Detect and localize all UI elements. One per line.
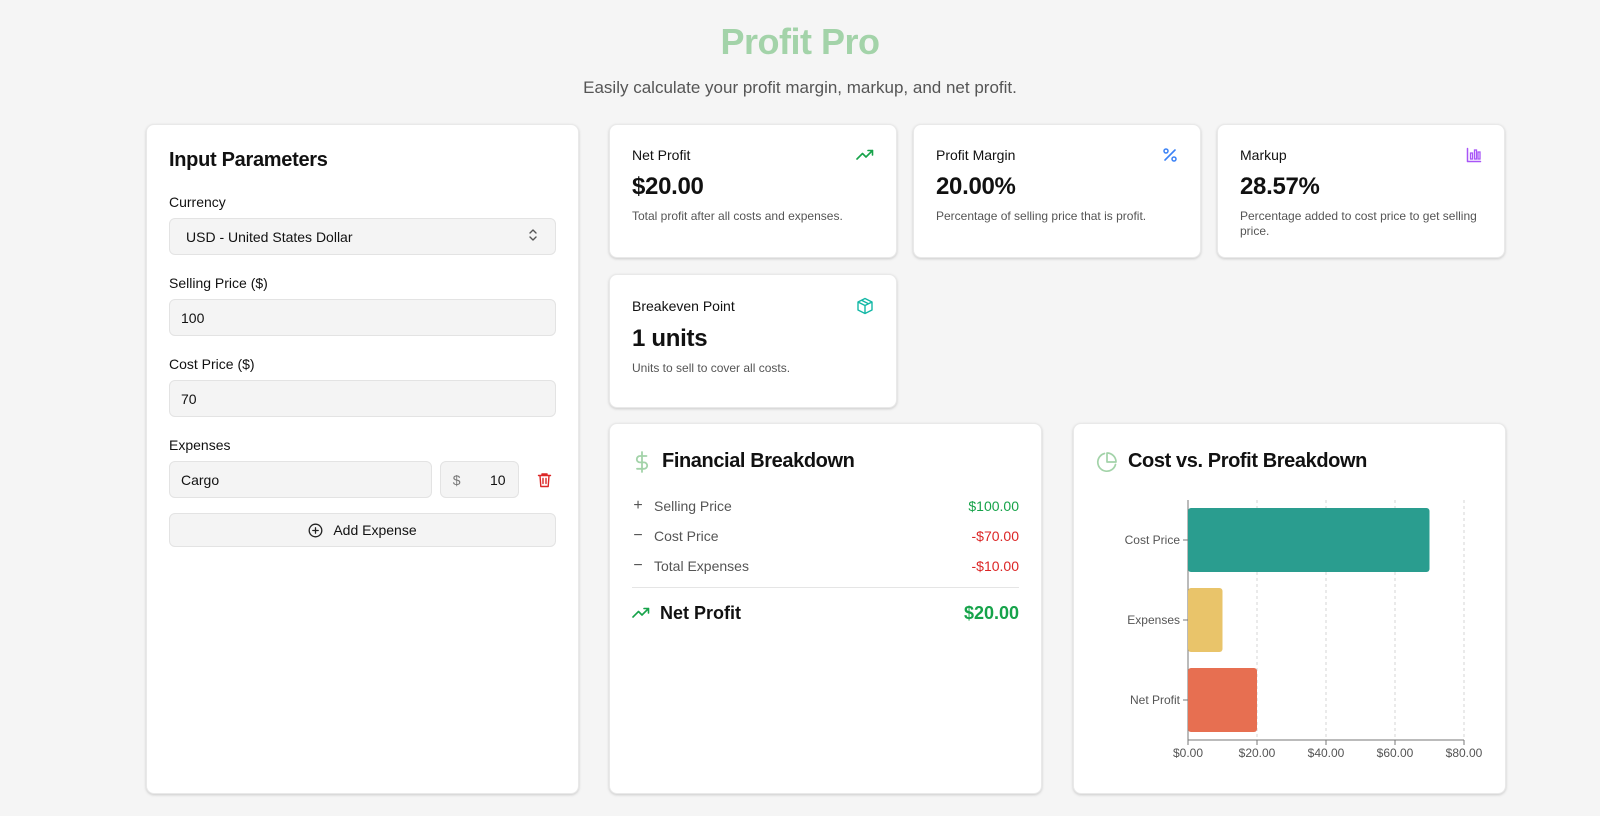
breakeven-value: 1 units [632, 325, 708, 352]
expense-amount-value: 10 [489, 471, 506, 488]
bar-net-profit [1188, 668, 1257, 732]
financial-breakdown-card: Financial Breakdown + Selling Price $100.… [609, 423, 1042, 794]
bar-expenses [1188, 588, 1223, 652]
bar-chart: $0.00 $20.00 $40.00 $60.00 $80.00 Cost Price E… [1125, 500, 1483, 760]
plus-icon: + [633, 497, 643, 514]
expense-amount-input[interactable]: $ 10 [439, 461, 519, 498]
profit-margin-value: 20.00% [936, 173, 1016, 200]
profit-margin-card: Profit Margin 20.00% Percentage of selli… [913, 124, 1201, 258]
package-icon [857, 297, 873, 315]
page-header: Profit Pro Easily calculate your profit … [0, 20, 1600, 98]
net-profit-desc: Total profit after all costs and expense… [632, 209, 843, 223]
input-parameters-title: Input Parameters [169, 149, 328, 171]
breakeven-card: Breakeven Point 1 units Units to sell to… [609, 274, 897, 408]
trash-icon [537, 472, 551, 487]
add-expense-label: Add Expense [333, 522, 417, 538]
profit-margin-label: Profit Margin [936, 147, 1016, 163]
dollar-sign-icon [635, 450, 649, 473]
expense-name-input[interactable]: Cargo [169, 461, 432, 498]
currency-label: Currency [169, 194, 226, 210]
cost-price-input[interactable]: 70 [169, 380, 556, 417]
x-tick-label: $60.00 [1377, 746, 1414, 760]
net-profit-value: $20.00 [632, 173, 704, 200]
trending-up-icon [632, 607, 650, 618]
net-profit-card: Net Profit $20.00 Total profit after all… [609, 124, 897, 258]
breakdown-row-value: -$70.00 [971, 528, 1019, 544]
plus-circle-icon [308, 523, 323, 537]
markup-card: Markup 28.57% Percentage added to cost p… [1217, 124, 1505, 258]
breakdown-row-selling-price: + Selling Price $100.00 [632, 491, 1019, 521]
markup-value: 28.57% [1240, 173, 1320, 200]
expense-row: Cargo $ 10 [169, 461, 556, 498]
financial-breakdown-title: Financial Breakdown [662, 450, 855, 472]
currency-select[interactable]: USD - United States Dollar [169, 218, 556, 255]
selling-price-value: 100 [181, 309, 205, 326]
cost-price-value: 70 [181, 390, 197, 407]
breakdown-row-total-expenses: − Total Expenses -$10.00 [632, 551, 1019, 581]
chart-title: Cost vs. Profit Breakdown [1128, 450, 1367, 472]
x-tick-label: $80.00 [1446, 746, 1483, 760]
selling-price-input[interactable]: 100 [169, 299, 556, 336]
bar-chart-icon [1466, 147, 1482, 163]
markup-desc: Percentage added to cost price to get se… [1240, 209, 1477, 238]
minus-icon: − [633, 527, 643, 544]
breakeven-label: Breakeven Point [632, 298, 735, 314]
x-tick-label: $40.00 [1308, 746, 1345, 760]
chevron-up-down-icon [527, 228, 539, 245]
y-tick-label: Expenses [1127, 613, 1180, 627]
app-title: Profit Pro [720, 21, 880, 62]
breakdown-total-value: $20.00 [963, 602, 1019, 623]
breakdown-row-label: Cost Price [654, 528, 719, 544]
y-tick-label: Net Profit [1130, 693, 1181, 707]
app-subtitle: Easily calculate your profit margin, mar… [583, 78, 1017, 97]
breakdown-row-cost-price: − Cost Price -$70.00 [632, 521, 1019, 551]
net-profit-label: Net Profit [632, 147, 691, 163]
breakdown-row-label: Total Expenses [654, 558, 749, 574]
breakdown-row-value: -$10.00 [971, 558, 1019, 574]
profit-margin-desc: Percentage of selling price that is prof… [936, 209, 1147, 223]
y-tick-label: Cost Price [1125, 533, 1181, 547]
expenses-label: Expenses [169, 437, 231, 453]
add-expense-button[interactable]: Add Expense [169, 513, 556, 547]
percent-icon [1163, 148, 1177, 162]
trending-up-icon [856, 149, 874, 160]
input-parameters-card: Input Parameters Currency USD - United S… [146, 124, 579, 794]
cost-price-label: Cost Price ($) [169, 356, 255, 372]
breakeven-desc: Units to sell to cover all costs. [632, 361, 791, 375]
breakdown-row-label: Selling Price [654, 498, 732, 514]
x-tick-label: $20.00 [1239, 746, 1276, 760]
cost-profit-chart-card: Cost vs. Profit Breakdown $0.00 $20.00 $40… [1073, 423, 1506, 794]
markup-label: Markup [1240, 147, 1287, 163]
expense-name-value: Cargo [181, 471, 220, 488]
breakdown-divider [632, 587, 1019, 588]
pie-chart-icon [1096, 451, 1117, 472]
delete-expense-button[interactable] [533, 468, 556, 492]
breakdown-total-label: Net Profit [660, 602, 741, 623]
expense-currency-symbol: $ [452, 471, 461, 488]
minus-icon: − [633, 557, 643, 574]
bar-cost-price [1188, 508, 1430, 572]
breakdown-total-row: Net Profit $20.00 [632, 596, 1019, 630]
selling-price-label: Selling Price ($) [169, 275, 268, 291]
x-tick-label: $0.00 [1173, 746, 1203, 760]
currency-select-value: USD - United States Dollar [186, 228, 353, 245]
breakdown-row-value: $100.00 [968, 498, 1019, 514]
